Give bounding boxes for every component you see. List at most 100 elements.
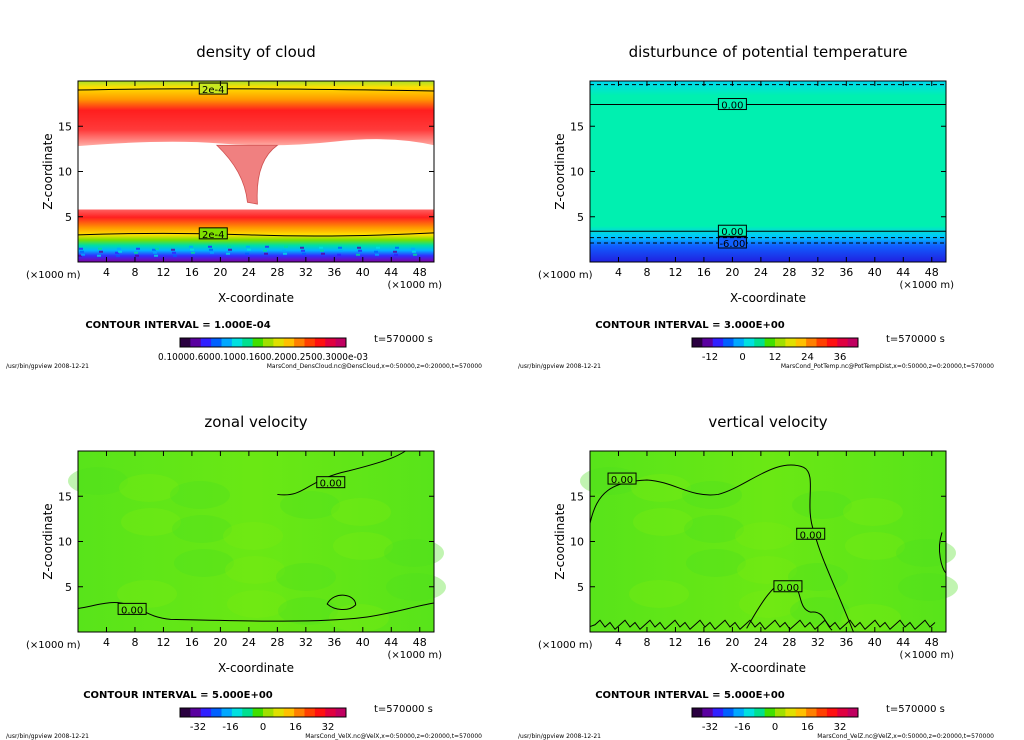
noise-speck [227, 245, 231, 248]
y-tick-label: 15 [570, 490, 584, 503]
colorbar-tick-label: -12 [702, 352, 718, 363]
noise-speck [411, 247, 415, 250]
noise-speck [171, 248, 175, 251]
cloud-lower-band [78, 209, 434, 262]
colorbar-cell [764, 338, 776, 347]
x-tick-label: 44 [384, 636, 398, 649]
y-tick-label: 15 [58, 120, 72, 133]
y-tick-label: 15 [570, 120, 584, 133]
contours-vx: 0.00 0.00 [77, 450, 435, 622]
contour-line [939, 532, 947, 574]
footer-left: /usr/bin/gpview 2008-12-21 [6, 363, 89, 370]
colorbar-cell [806, 338, 817, 347]
time-label: t=570000 s [886, 334, 945, 345]
noise-speck [319, 246, 323, 249]
time-label: t=570000 s [886, 704, 945, 715]
x-tick-label: 4 [615, 266, 622, 279]
colorbar-cell [847, 338, 859, 347]
noise-speck [190, 248, 194, 251]
panel-title: density of cloud [196, 43, 316, 61]
colorbar-cell [211, 708, 222, 717]
y-tick-label: 10 [570, 166, 584, 179]
contour-line [589, 464, 854, 633]
contour-label-bg [117, 602, 147, 615]
contours-cloud: 2e-4 2e-4 [77, 82, 435, 241]
field-patch [686, 549, 746, 577]
x-unit-left: (×1000 m) [538, 640, 593, 651]
contour-label: -6.00 [719, 239, 745, 250]
colorbar-cell [252, 708, 264, 717]
colorbar-cell [231, 708, 243, 717]
y-tick-label: 5 [577, 581, 584, 594]
colorbar-tick-label: 16 [801, 722, 814, 733]
noise-speck [374, 250, 378, 253]
x-tick-label: 16 [185, 266, 199, 279]
field-background [590, 451, 946, 632]
contour-label-bg [198, 82, 228, 95]
colorbar-cell [200, 338, 212, 347]
noise-speck [339, 249, 343, 252]
field-background [590, 81, 946, 262]
noise-speck [209, 248, 213, 251]
colorbar-cell [263, 338, 274, 347]
x-tick-label: 20 [725, 636, 739, 649]
noise-speck [116, 254, 120, 257]
field-patch [631, 474, 691, 502]
colorbar-cell [304, 338, 316, 347]
colorbar-tick-label: -32 [190, 722, 206, 733]
field-patch [121, 508, 181, 536]
colorbar-cell [325, 338, 337, 347]
noise-speck [246, 245, 250, 248]
field-patch [790, 597, 850, 625]
noise-speck [136, 247, 140, 250]
cloud-plume [215, 144, 279, 205]
time-label: t=570000 s [374, 334, 433, 345]
x-tick-label: 44 [896, 636, 910, 649]
x-tick-label: 40 [868, 266, 882, 279]
colorbar-tick-label: 32 [834, 722, 847, 733]
field-vz [580, 451, 958, 632]
field-patch [684, 515, 744, 543]
field-patch [629, 580, 689, 608]
colorbar-cell [263, 708, 274, 717]
colorbar-cell [200, 708, 212, 717]
contour-label-bg [717, 224, 747, 237]
x-tick-label: 4 [103, 266, 110, 279]
colorbar-cell [252, 338, 264, 347]
footer-left: /usr/bin/gpview 2008-12-21 [518, 363, 601, 370]
colorbar: 0.10000.6000.1000.1600.2000.2500.3000e-0… [158, 337, 368, 363]
x-tick-label: 48 [413, 636, 427, 649]
contour-line [77, 88, 435, 92]
x-tick-label: 48 [925, 636, 939, 649]
colorbar-cell [775, 338, 786, 347]
colorbar-cell [795, 708, 807, 717]
contour-label-bg [717, 98, 747, 111]
y-axis-label: Z-coordinate [553, 503, 567, 579]
y-tick-label: 5 [65, 581, 72, 594]
field-patch [845, 532, 905, 560]
noise-speck [357, 246, 361, 249]
noise-speck [208, 245, 212, 248]
x-axis-label: X-coordinate [218, 291, 294, 305]
field-patch [174, 549, 234, 577]
contour-interval: CONTOUR INTERVAL = 1.000E-04 [85, 320, 270, 331]
noise-speck [172, 251, 176, 254]
field-patch [227, 590, 287, 618]
colorbar-cell [847, 708, 859, 717]
noise-speck [173, 254, 177, 257]
colorbar-cell [837, 338, 849, 347]
noise-speck [337, 253, 341, 256]
x-tick-label: 28 [270, 266, 284, 279]
y-axis-label: Z-coordinate [41, 133, 55, 209]
colorbar-frame [179, 337, 347, 348]
x-tick-label: 48 [413, 266, 427, 279]
colorbar-tick-label: 0 [772, 722, 778, 733]
colorbar-cell [242, 338, 254, 347]
colorbar-cell [826, 338, 838, 347]
colorbar-cell [692, 338, 703, 347]
noise-speck [321, 252, 325, 255]
field-patch [276, 563, 336, 591]
x-tick-label: 32 [299, 266, 313, 279]
colorbar-cell [273, 708, 285, 717]
